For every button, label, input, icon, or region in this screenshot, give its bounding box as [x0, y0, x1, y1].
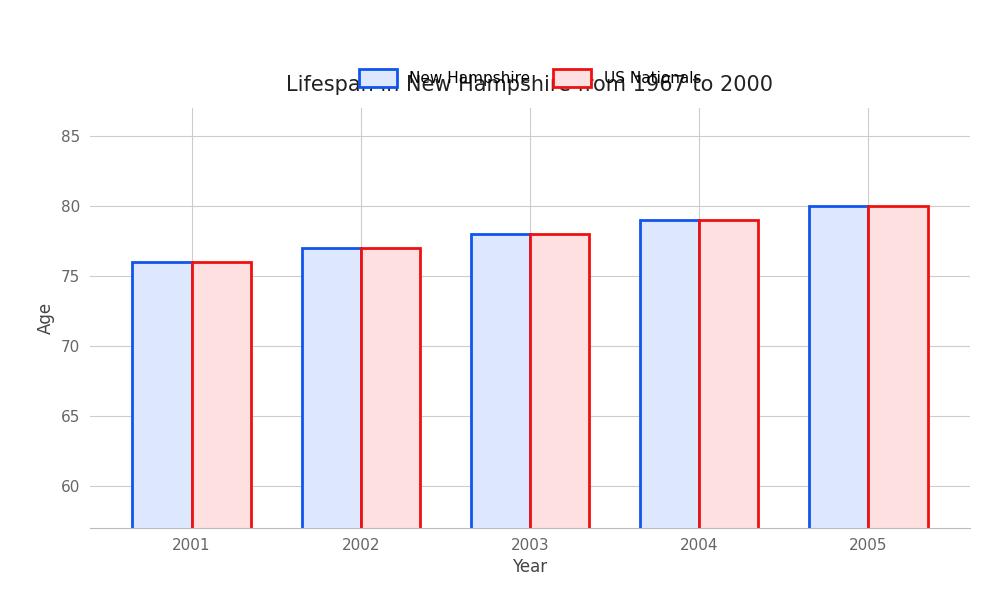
Bar: [302, 248, 361, 600]
Bar: [361, 248, 420, 600]
Bar: [192, 262, 251, 600]
Bar: [530, 234, 589, 600]
Legend: New Hampshire, US Nationals: New Hampshire, US Nationals: [351, 61, 709, 95]
Title: Lifespan in New Hampshire from 1967 to 2000: Lifespan in New Hampshire from 1967 to 2…: [287, 76, 774, 95]
Bar: [640, 220, 699, 600]
Bar: [132, 262, 192, 600]
Y-axis label: Age: Age: [37, 302, 55, 334]
Bar: [868, 206, 928, 600]
X-axis label: Year: Year: [512, 558, 548, 576]
Bar: [699, 220, 758, 600]
Bar: [809, 206, 868, 600]
Bar: [471, 234, 530, 600]
